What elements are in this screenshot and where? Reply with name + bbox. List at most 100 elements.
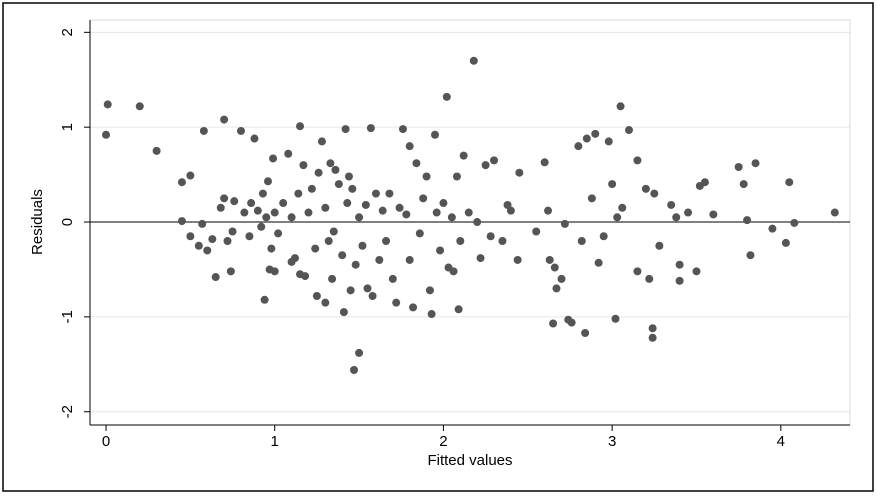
point [746, 251, 755, 260]
point [343, 199, 352, 208]
point [361, 200, 370, 209]
point [739, 180, 748, 189]
point [430, 130, 439, 139]
point [790, 218, 799, 227]
point [469, 56, 478, 65]
point [331, 165, 340, 174]
point [476, 254, 485, 263]
point [481, 161, 490, 170]
point [513, 255, 522, 264]
point [692, 267, 701, 276]
point [743, 216, 752, 225]
point [608, 180, 617, 189]
point [220, 194, 229, 203]
point [177, 178, 186, 187]
point [405, 255, 414, 264]
point [604, 137, 613, 146]
point [263, 177, 272, 186]
point [540, 158, 549, 167]
x-tick-label: 0 [102, 433, 110, 450]
point [392, 298, 401, 307]
point [436, 246, 445, 255]
point [432, 208, 441, 217]
point [560, 219, 569, 228]
point [290, 254, 299, 263]
point [557, 274, 566, 283]
point [279, 199, 288, 208]
point [456, 236, 465, 245]
point [599, 232, 608, 241]
point [177, 217, 186, 226]
point [358, 241, 367, 250]
point [321, 203, 330, 212]
point [350, 365, 359, 374]
point [567, 318, 576, 327]
point [324, 236, 333, 245]
point [296, 122, 305, 131]
point [270, 267, 279, 276]
point [473, 218, 482, 227]
point [751, 159, 760, 168]
point [284, 149, 293, 158]
point [415, 229, 424, 238]
point [230, 197, 239, 206]
point [768, 224, 777, 233]
point [402, 210, 411, 219]
y-tick-label: -1 [59, 310, 76, 323]
point [486, 232, 495, 241]
point [618, 203, 627, 212]
x-tick-label: 3 [608, 433, 616, 450]
point [326, 159, 335, 168]
point [135, 102, 144, 111]
point [371, 189, 380, 198]
point [577, 236, 586, 245]
point [449, 267, 458, 276]
point [667, 200, 676, 209]
point [422, 172, 431, 181]
points [102, 56, 839, 374]
x-tick-label: 4 [777, 433, 785, 450]
point [550, 263, 559, 272]
point [625, 126, 634, 135]
point [226, 267, 235, 276]
point [594, 258, 603, 267]
point [344, 172, 353, 181]
point [419, 194, 428, 203]
point [321, 298, 330, 307]
point [734, 163, 743, 172]
point [544, 206, 553, 215]
point [341, 125, 350, 134]
point [311, 244, 320, 253]
point [240, 208, 249, 217]
point [236, 126, 245, 135]
point [574, 142, 583, 151]
point [633, 156, 642, 165]
point [581, 328, 590, 337]
point [464, 208, 473, 217]
point [375, 255, 384, 264]
point [329, 227, 338, 236]
point [552, 284, 561, 293]
point [314, 168, 323, 177]
point [247, 199, 256, 208]
point [459, 151, 468, 160]
point [186, 232, 195, 241]
point [545, 255, 554, 264]
point [366, 124, 375, 133]
point [785, 178, 794, 187]
point [641, 184, 650, 193]
point [447, 213, 456, 222]
point [582, 134, 591, 143]
point [355, 348, 364, 357]
point [405, 142, 414, 151]
point [223, 236, 232, 245]
point [208, 235, 217, 244]
point [427, 310, 436, 319]
y-tick-label: -2 [59, 405, 76, 418]
point [616, 102, 625, 111]
point [287, 213, 296, 222]
point [338, 251, 347, 260]
point [294, 189, 303, 198]
point [317, 137, 326, 146]
